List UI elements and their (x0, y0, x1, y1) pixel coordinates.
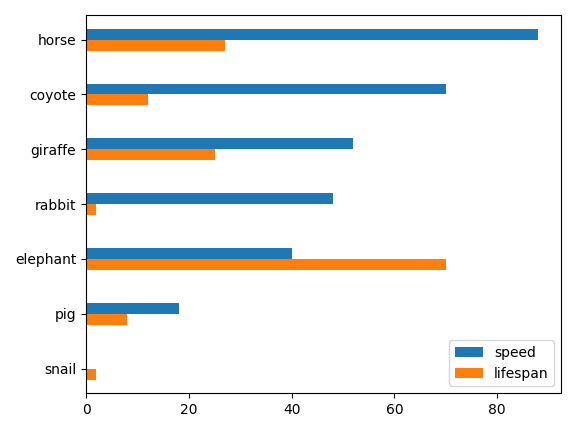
Bar (86, 149, 215, 160)
Bar (86, 314, 127, 325)
Bar (86, 95, 148, 105)
Bar (86, 368, 96, 380)
Bar (86, 40, 225, 51)
Bar (86, 248, 291, 259)
Bar (86, 193, 333, 204)
Bar (86, 303, 179, 314)
Bar (86, 204, 96, 215)
Bar (86, 83, 446, 95)
Bar (86, 29, 539, 40)
Bar (86, 259, 446, 270)
Legend: speed, lifespan: speed, lifespan (449, 340, 554, 386)
Bar (86, 138, 353, 149)
